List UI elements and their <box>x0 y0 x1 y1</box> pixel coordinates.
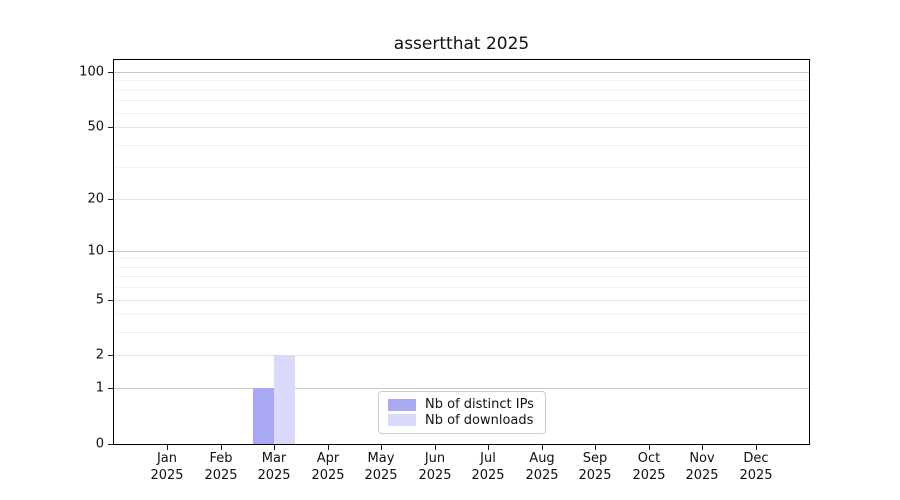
y-tick <box>108 127 113 128</box>
y-tick <box>108 388 113 389</box>
y-tick <box>108 300 113 301</box>
x-tick <box>542 445 543 450</box>
x-tick <box>595 445 596 450</box>
x-tick-label: Oct 2025 <box>632 451 666 483</box>
y-tick <box>108 199 113 200</box>
y-gridline-major <box>114 127 809 128</box>
y-tick-label: 1 <box>95 380 104 396</box>
y-gridline-minor <box>114 113 809 114</box>
y-tick-label: 100 <box>79 64 104 80</box>
x-tick-label: Sep 2025 <box>578 451 612 483</box>
x-tick <box>649 445 650 450</box>
y-gridline-major <box>114 388 809 389</box>
plot-area <box>113 59 810 445</box>
y-tick-label: 0 <box>95 436 104 452</box>
y-tick-label: 2 <box>95 347 104 363</box>
x-tick-label: Mar 2025 <box>257 451 291 483</box>
y-tick <box>108 72 113 73</box>
y-gridline-minor <box>114 314 809 315</box>
legend-item-distinct-ips: Nb of distinct IPs <box>388 397 536 412</box>
bar-nb-of-downloads <box>274 355 295 444</box>
y-gridline-major <box>114 300 809 301</box>
y-gridline-minor <box>114 267 809 268</box>
x-tick-label: Jun 2025 <box>418 451 452 483</box>
x-tick-label: Nov 2025 <box>685 451 719 483</box>
x-tick <box>488 445 489 450</box>
y-gridline-minor <box>114 90 809 91</box>
legend-swatch-downloads <box>388 414 416 427</box>
x-tick <box>702 445 703 450</box>
x-tick-label: Jul 2025 <box>471 451 505 483</box>
legend-swatch-distinct-ips <box>388 398 416 411</box>
x-tick <box>435 445 436 450</box>
x-tick-label: Aug 2025 <box>525 451 559 483</box>
y-tick <box>108 355 113 356</box>
y-tick-label: 5 <box>95 292 104 308</box>
x-tick <box>381 445 382 450</box>
legend: Nb of distinct IPs Nb of downloads <box>378 391 546 434</box>
y-gridline-major <box>114 355 809 356</box>
x-tick <box>274 445 275 450</box>
y-gridline-minor <box>114 80 809 81</box>
y-tick <box>108 444 113 445</box>
y-gridline-minor <box>114 332 809 333</box>
chart-title: assertthat 2025 <box>393 34 530 54</box>
legend-label-downloads: Nb of downloads <box>425 412 534 428</box>
x-tick <box>756 445 757 450</box>
y-gridline-minor <box>114 276 809 277</box>
y-gridline-minor <box>114 167 809 168</box>
y-gridline-major <box>114 251 809 252</box>
x-tick-label: Feb 2025 <box>204 451 238 483</box>
y-tick <box>108 251 113 252</box>
y-gridline-minor <box>114 145 809 146</box>
y-tick-label: 50 <box>87 119 104 135</box>
bar-nb-of-distinct-ips <box>253 388 274 444</box>
x-tick-label: Jan 2025 <box>150 451 184 483</box>
x-tick <box>328 445 329 450</box>
x-tick <box>167 445 168 450</box>
y-gridline-minor <box>114 100 809 101</box>
y-tick-label: 20 <box>87 191 104 207</box>
y-gridline-minor <box>114 287 809 288</box>
x-tick-label: Apr 2025 <box>311 451 345 483</box>
y-gridline-major <box>114 199 809 200</box>
legend-item-downloads: Nb of downloads <box>388 413 536 428</box>
x-tick <box>221 445 222 450</box>
y-gridline-major <box>114 72 809 73</box>
x-tick-label: Dec 2025 <box>739 451 773 483</box>
legend-label-distinct-ips: Nb of distinct IPs <box>425 397 534 413</box>
y-tick-label: 10 <box>87 243 104 259</box>
y-gridline-minor <box>114 258 809 259</box>
x-tick-label: May 2025 <box>364 451 398 483</box>
